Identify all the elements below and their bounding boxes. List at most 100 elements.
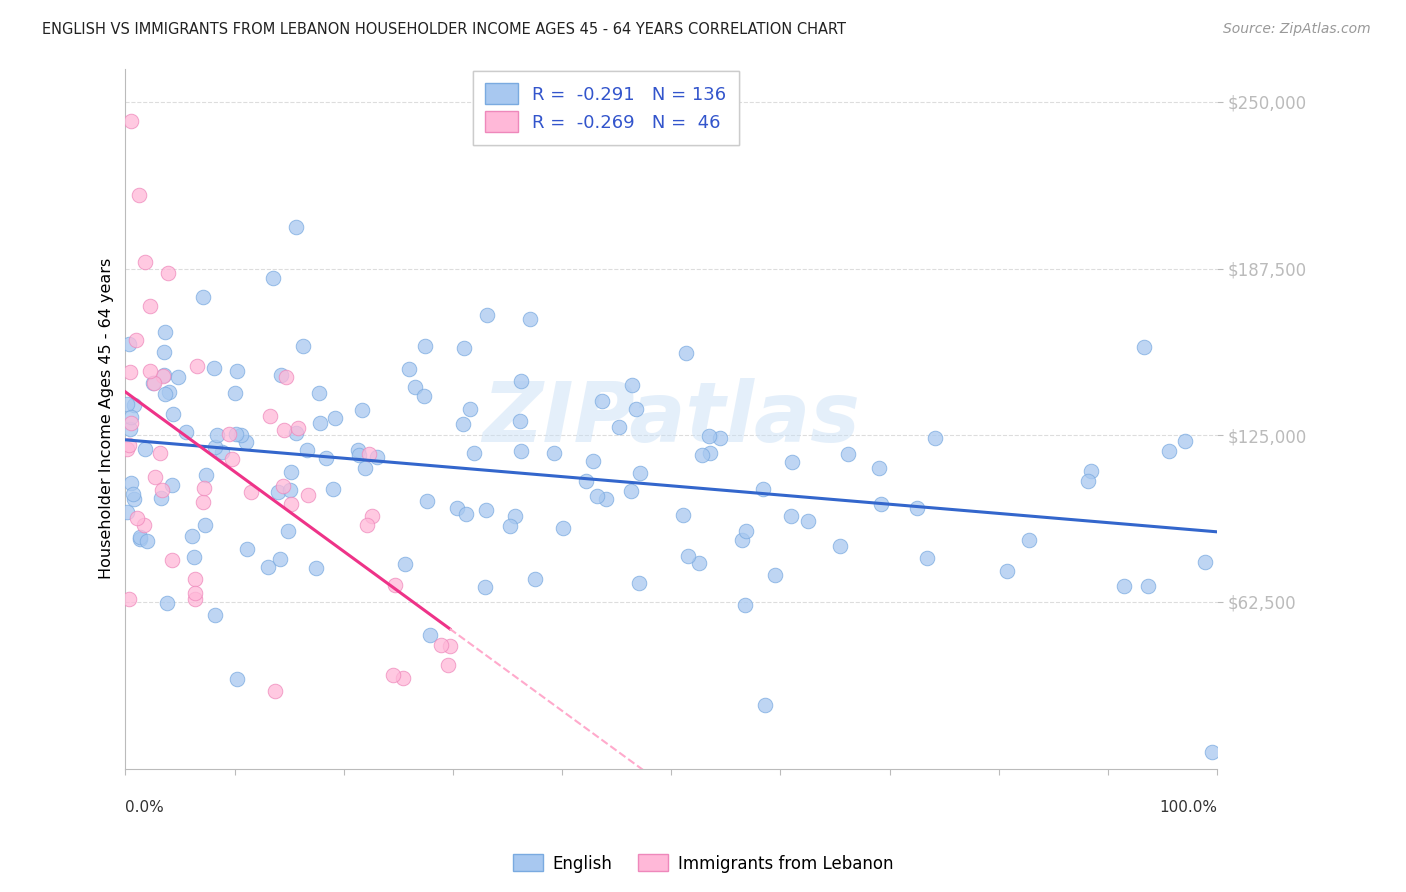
Legend: R =  -0.291   N = 136, R =  -0.269   N =  46: R = -0.291 N = 136, R = -0.269 N = 46: [472, 70, 740, 145]
Point: [225, 673, 247, 687]
Point: [183, 550, 205, 565]
Point: [120, 113, 142, 128]
Point: [118, 591, 141, 606]
Point: [194, 517, 217, 532]
Point: [437, 657, 460, 672]
Point: [162, 407, 184, 421]
Point: [404, 380, 426, 394]
Point: [905, 501, 928, 516]
Point: [157, 267, 180, 281]
Point: [1112, 579, 1135, 593]
Point: [413, 389, 436, 403]
Point: [120, 422, 142, 436]
Point: [193, 495, 215, 509]
Point: [624, 401, 647, 416]
Point: [430, 638, 453, 652]
Point: [451, 417, 474, 431]
Point: [439, 639, 461, 653]
Point: [346, 443, 368, 458]
Legend: English, Immigrants from Lebanon: English, Immigrants from Lebanon: [506, 847, 900, 880]
Point: [122, 398, 145, 412]
Point: [118, 438, 141, 452]
Point: [280, 497, 302, 511]
Point: [1137, 579, 1160, 593]
Point: [297, 488, 319, 502]
Point: [688, 556, 710, 570]
Point: [308, 416, 330, 430]
Point: [357, 447, 380, 461]
Point: [782, 455, 804, 469]
Point: [115, 396, 138, 410]
Point: [752, 482, 775, 496]
Point: [204, 607, 226, 622]
Point: [121, 476, 143, 491]
Point: [699, 446, 721, 460]
Point: [183, 591, 205, 606]
Point: [259, 409, 281, 423]
Point: [499, 519, 522, 533]
Point: [257, 560, 280, 574]
Point: [120, 409, 142, 424]
Point: [118, 337, 141, 351]
Point: [274, 369, 297, 384]
Point: [503, 509, 526, 524]
Point: [582, 454, 605, 468]
Point: [153, 368, 176, 382]
Point: [575, 474, 598, 488]
Point: [463, 446, 485, 460]
Point: [735, 524, 758, 538]
Point: [143, 376, 166, 391]
Point: [143, 470, 166, 484]
Text: 0.0%: 0.0%: [125, 800, 165, 815]
Point: [285, 220, 308, 235]
Point: [240, 484, 263, 499]
Point: [115, 505, 138, 519]
Point: [1080, 464, 1102, 478]
Point: [1133, 340, 1156, 354]
Point: [183, 586, 205, 600]
Point: [398, 362, 420, 376]
Point: [120, 365, 142, 379]
Point: [456, 507, 478, 521]
Point: [194, 467, 217, 482]
Point: [709, 431, 731, 445]
Point: [416, 493, 439, 508]
Text: ZIPatlas: ZIPatlas: [482, 378, 860, 459]
Point: [224, 386, 246, 401]
Point: [315, 450, 337, 465]
Point: [353, 461, 375, 475]
Text: 100.0%: 100.0%: [1159, 800, 1218, 815]
Point: [287, 421, 309, 435]
Point: [139, 364, 162, 378]
Point: [160, 553, 183, 567]
Point: [264, 683, 287, 698]
Text: Source: ZipAtlas.com: Source: ZipAtlas.com: [1223, 22, 1371, 37]
Point: [392, 671, 415, 685]
Point: [267, 484, 290, 499]
Point: [167, 370, 190, 384]
Point: [323, 411, 346, 425]
Point: [446, 500, 468, 515]
Point: [915, 551, 938, 566]
Point: [509, 374, 531, 388]
Point: [870, 498, 893, 512]
Point: [128, 188, 150, 202]
Point: [356, 517, 378, 532]
Point: [229, 427, 252, 442]
Point: [510, 443, 533, 458]
Point: [797, 514, 820, 528]
Point: [181, 529, 204, 543]
Point: [366, 450, 388, 464]
Point: [120, 417, 142, 431]
Point: [225, 427, 247, 442]
Point: [157, 385, 180, 400]
Point: [221, 451, 243, 466]
Point: [122, 486, 145, 500]
Point: [308, 386, 330, 401]
Point: [292, 339, 315, 353]
Point: [350, 403, 373, 417]
Point: [150, 491, 173, 505]
Point: [458, 401, 481, 416]
Point: [628, 467, 651, 481]
Point: [305, 561, 328, 575]
